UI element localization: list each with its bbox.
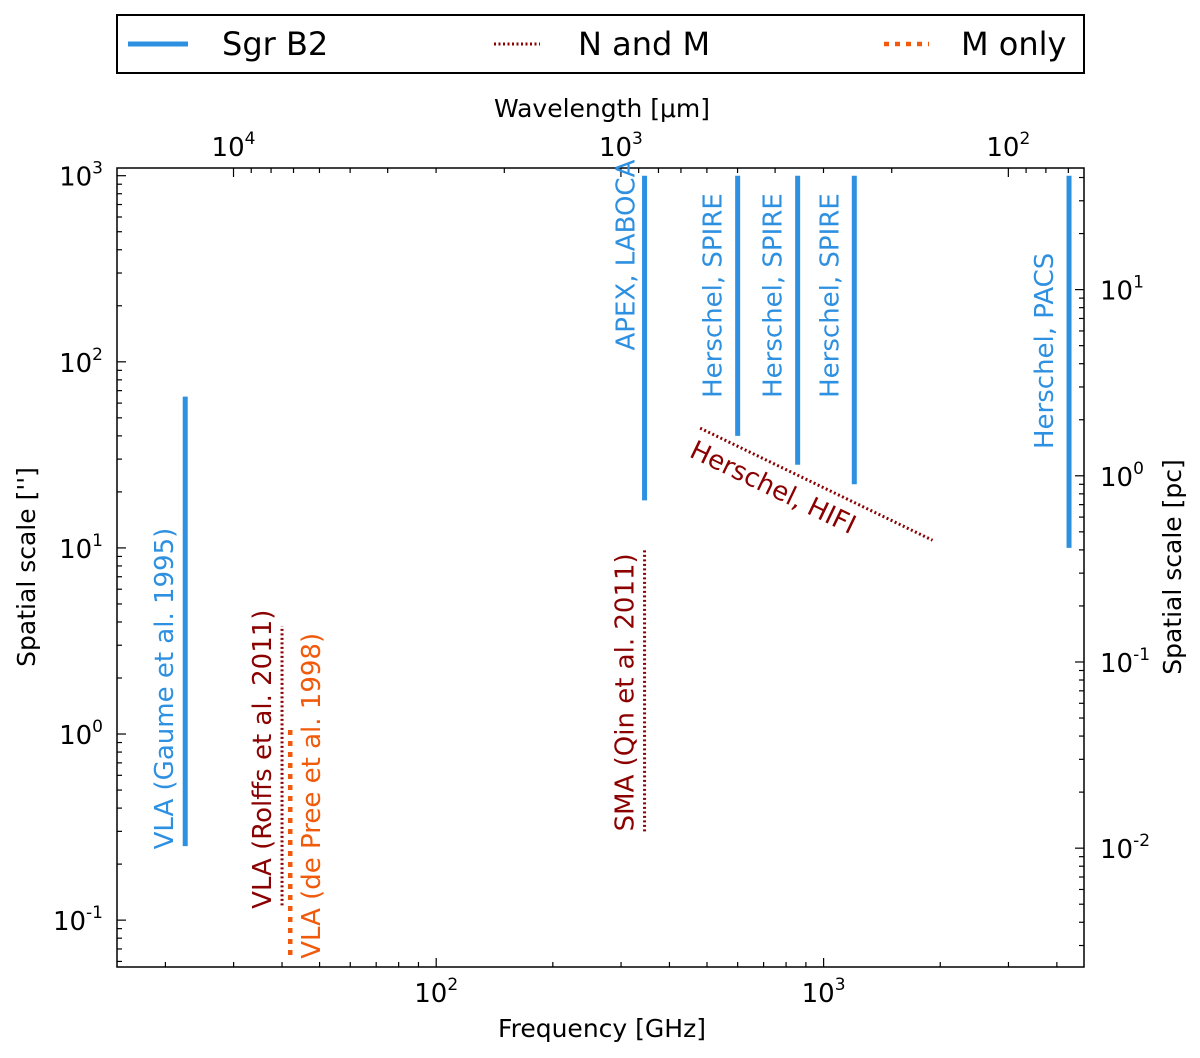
y-tick-label: 10-1: [53, 903, 103, 937]
series-annotation-5: Herschel, SPIRE: [699, 193, 729, 398]
series-annotation-3: SMA (Qin et al. 2011): [611, 553, 641, 831]
legend-label-sgr-b2: Sgr B2: [222, 25, 328, 63]
legend-frame: [116, 14, 1085, 74]
y2-tick-label: 101: [1100, 273, 1144, 307]
axis-ticks: 102 103 104 103 102 10-1 100 101 102 103 10-2 10-1 1…: [53, 129, 1150, 1009]
x2-tick-label: 103: [599, 129, 643, 163]
y2-axis-title: Spatial scale [pc]: [1158, 459, 1187, 675]
series-annotation-0: VLA (Gaume et al. 1995): [150, 528, 180, 850]
series-annotation-7: Herschel, SPIRE: [815, 193, 845, 398]
y-tick-label: 100: [59, 717, 103, 751]
series-annotation-4: APEX, LABOCA: [612, 159, 642, 350]
series-annotation-2: VLA (de Pree et al. 1998): [297, 633, 327, 959]
x-axis-title: Frequency [GHz]: [498, 1014, 706, 1043]
plot-frame: [116, 167, 1085, 968]
series-annotation-9: Herschel, HIFI: [685, 435, 860, 540]
series-annotation-1: VLA (Rolffs et al. 2011): [248, 610, 278, 909]
data-series: [182, 175, 1072, 955]
y2-tick-label: 10-2: [1100, 831, 1150, 865]
x2-tick-label: 102: [986, 129, 1030, 163]
legend-label-n-and-m: N and M: [578, 25, 710, 63]
x2-axis-title: Wavelength [μm]: [494, 94, 710, 123]
x-tick-label: 103: [802, 975, 846, 1009]
legend-label-m-only: M only: [961, 25, 1066, 63]
series-annotation-6: Herschel, SPIRE: [759, 193, 789, 398]
series-annotation-8: Herschel, PACS: [1030, 253, 1060, 449]
x-tick-label: 102: [414, 975, 458, 1009]
y-tick-label: 102: [59, 345, 103, 379]
y-tick-label: 101: [59, 531, 103, 565]
series-annotations: VLA (Gaume et al. 1995) VLA (Rolffs et al…: [150, 159, 1060, 958]
legend: Sgr B2 N and M M only: [116, 14, 1085, 74]
x2-tick-label: 104: [212, 129, 256, 163]
y-tick-label: 103: [59, 159, 103, 193]
y2-tick-label: 100: [1100, 459, 1144, 493]
y2-tick-label: 10-1: [1100, 645, 1150, 679]
y-axis-title: Spatial scale ['']: [12, 467, 41, 667]
